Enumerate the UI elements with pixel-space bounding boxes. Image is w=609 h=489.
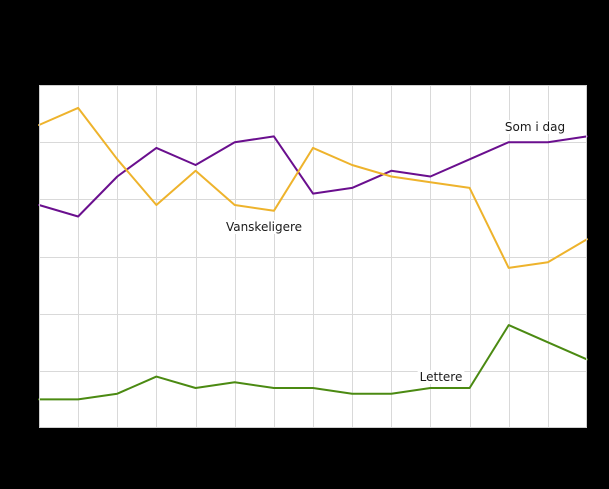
series-label-background [223, 220, 305, 234]
series-lines [38, 106, 588, 401]
series-label: Som i dag [505, 120, 565, 134]
series-line-vanskeligere [38, 106, 588, 269]
series-label: Vanskeligere [226, 220, 302, 234]
series-annotations: Som i dag Vanskeligere Lettere [223, 120, 568, 384]
series-label: Lettere [420, 370, 463, 384]
series-line-lettere [38, 324, 588, 401]
series-line-som-i-dag [38, 135, 588, 218]
series-label-background [417, 370, 465, 384]
series-label-background [502, 120, 568, 134]
gridlines [39, 85, 587, 428]
plot-frame [39, 85, 587, 428]
